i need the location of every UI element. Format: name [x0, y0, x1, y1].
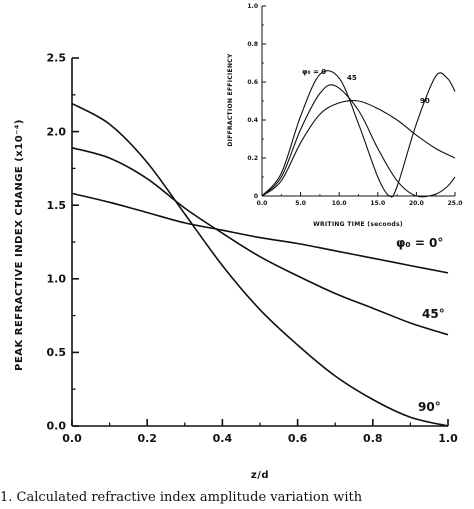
inset-y-tick-label: 0.4: [247, 117, 258, 124]
main-series-line-0: [71, 192, 449, 274]
main-x-tick-label: 0.2: [137, 432, 157, 445]
main-y-ticks: 0.0 0.5 1.0 1.5 2.0 2.5: [47, 52, 79, 433]
main-series-line-1: [71, 147, 449, 336]
inset-y-tick-label: 0.8: [247, 41, 258, 48]
inset-y-tick-label: 0.6: [247, 79, 258, 86]
chart-canvas: 0.0 0.2 0.4 0.6 0.8 1.0 0.0 0.5 1.0 1.5 2.0 2.5 z/…: [14, 3, 463, 481]
main-x-tick-label: 0.6: [288, 432, 308, 445]
main-y-tick-label: 0.0: [47, 420, 67, 433]
main-x-tick-label: 0.4: [213, 432, 233, 445]
figure-caption: 1. Calculated refractive index amplitude…: [0, 490, 363, 505]
inset-x-ticks: 0.0 5.0 10.0 15.0 20.0 25.0: [257, 192, 463, 207]
inset-series: [261, 70, 456, 198]
main-x-tick-label: 1.0: [438, 432, 458, 445]
inset-x-tick-label: 10.0: [332, 200, 347, 207]
inset-y-tick-label: 0: [254, 193, 258, 200]
inset-y-axis-label: DIFFRACTION EFFICIENCY: [227, 53, 234, 147]
inset-series-line-0: [261, 70, 456, 198]
main-y-tick-label: 0.5: [47, 346, 67, 359]
inset-series-line-2: [261, 100, 456, 197]
inset-x-tick-label: 15.0: [370, 200, 385, 207]
main-x-axis-label: z/d: [251, 470, 269, 481]
main-y-tick-label: 2.5: [47, 52, 67, 65]
inset-x-tick-label: 5.0: [295, 200, 306, 207]
main-series-line-2: [71, 102, 449, 427]
inset-y-ticks: 0 0.2 0.4 0.6 0.8 1.0: [247, 3, 266, 200]
inset-x-tick-label: 20.0: [409, 200, 424, 207]
inset-curve-label-90: 90: [420, 97, 430, 105]
curve-label-45deg: 45°: [422, 307, 445, 321]
main-y-tick-label: 1.0: [47, 272, 67, 285]
inset-curve-label-45: 45: [347, 74, 357, 82]
inset-y-tick-label: 1.0: [247, 3, 258, 10]
curve-label-90deg: 90°: [418, 400, 441, 414]
main-x-tick-label: 0.8: [363, 432, 383, 445]
main-y-axis-label: PEAK REFRACTIVE INDEX CHANGE (x10⁻⁴): [14, 119, 25, 371]
inset-x-tick-label: 0.0: [257, 200, 268, 207]
inset-curve-label-0: φ₀ = 0: [302, 68, 326, 76]
main-y-tick-label: 2.0: [47, 125, 67, 138]
inset-x-axis-label: WRITING TIME (seconds): [313, 221, 403, 228]
inset-x-tick-label: 25.0: [448, 200, 463, 207]
inset-series-line-1: [261, 84, 456, 198]
main-x-ticks: 0.0 0.2 0.4 0.6 0.8 1.0: [62, 419, 458, 445]
inset-y-tick-label: 0.2: [247, 155, 258, 162]
main-y-tick-label: 1.5: [47, 199, 67, 212]
main-series: [71, 102, 449, 427]
curve-label-0deg: φ₀ = 0°: [396, 236, 443, 250]
main-x-tick-label: 0.0: [62, 432, 82, 445]
